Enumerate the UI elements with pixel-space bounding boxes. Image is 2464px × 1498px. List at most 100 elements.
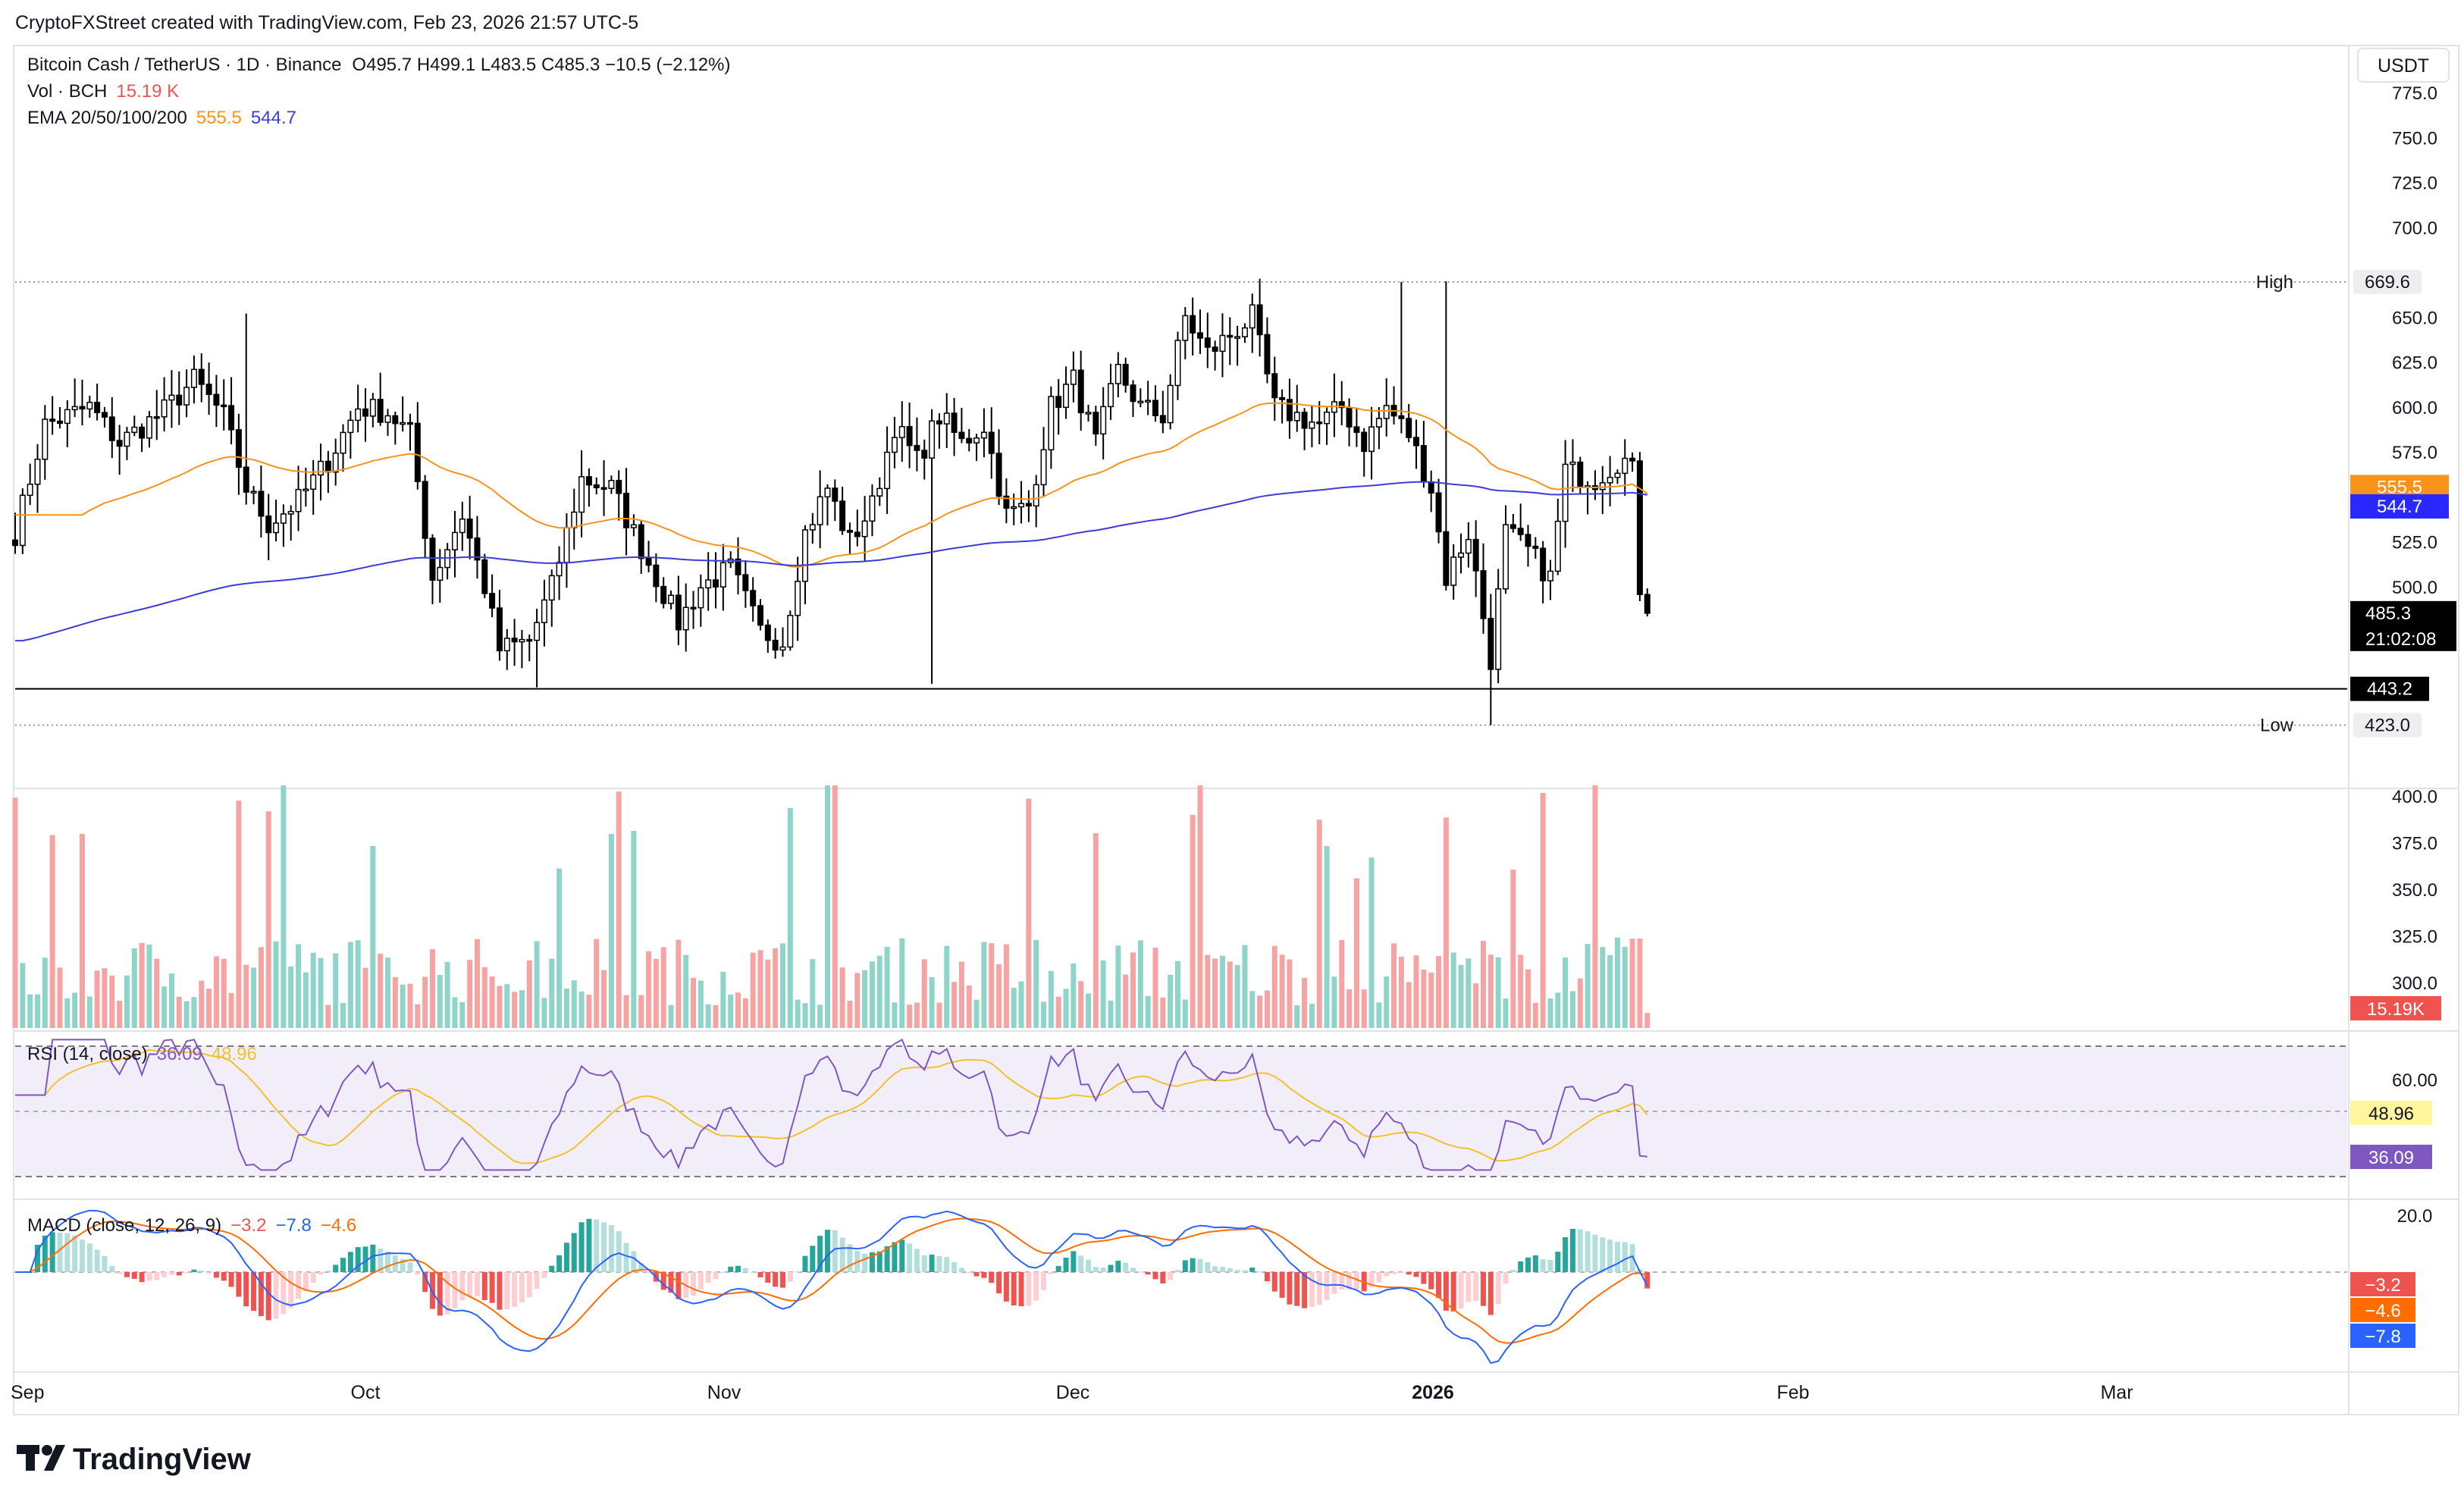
candle <box>1040 426 1047 496</box>
candle <box>1264 317 1271 384</box>
volume-bar <box>526 961 532 1028</box>
candle <box>176 371 183 425</box>
macd-hist-bar <box>646 1272 652 1273</box>
macd-hist-bar <box>1421 1272 1427 1284</box>
candle <box>1525 525 1531 567</box>
macd-hist-bar <box>1205 1262 1211 1272</box>
time-label-nov: Nov <box>707 1382 741 1403</box>
candle <box>519 629 525 669</box>
candle-body <box>1324 411 1331 425</box>
price-tick: 625.0 <box>2392 353 2437 374</box>
volume-bar <box>936 1002 942 1028</box>
candle-body <box>943 412 950 425</box>
candle <box>1599 465 1606 515</box>
volume-bar <box>795 999 801 1028</box>
candle <box>608 475 615 494</box>
macd-hist-bar <box>1063 1257 1069 1272</box>
volume-bar <box>1174 961 1180 1028</box>
candle-body <box>1293 412 1300 422</box>
macd-hist-bar <box>64 1233 71 1272</box>
macd-hist-bar <box>57 1233 63 1272</box>
candle-body <box>474 537 481 561</box>
volume-bar <box>146 944 152 1028</box>
candle-body <box>623 493 630 528</box>
volume-bar <box>1160 997 1166 1028</box>
candle-body <box>1227 334 1234 338</box>
candle-body <box>854 531 861 537</box>
candle <box>1204 312 1211 368</box>
candle <box>258 465 265 538</box>
candle <box>585 468 592 507</box>
candle <box>914 417 920 472</box>
macd-hist-bar <box>1092 1267 1099 1272</box>
candle <box>108 396 115 459</box>
candle <box>1234 325 1241 366</box>
macd-hist-bar <box>623 1243 629 1272</box>
logo-mark-dot <box>42 1445 52 1456</box>
volume-bar <box>660 947 666 1028</box>
volume-bar <box>370 845 376 1028</box>
volume-bar <box>288 966 294 1028</box>
candle <box>303 467 309 507</box>
macd-hist-bar <box>355 1247 361 1272</box>
candle-body <box>1346 406 1353 428</box>
candle-body <box>42 418 49 460</box>
candle <box>854 509 861 547</box>
candle-body <box>384 415 391 423</box>
time-label-feb: Feb <box>1776 1382 1809 1403</box>
volume-bar <box>94 970 100 1028</box>
candle <box>1167 374 1174 430</box>
macd-hist-bar <box>1391 1272 1397 1274</box>
candle <box>727 551 734 569</box>
volume-bar <box>1607 954 1613 1028</box>
volume-bar <box>691 977 697 1028</box>
macd-hist-bar <box>243 1272 249 1307</box>
volume-bar <box>1368 857 1375 1028</box>
candle <box>1241 323 1248 343</box>
candle <box>1472 520 1479 597</box>
candle <box>653 553 660 603</box>
macd-hist-bar <box>362 1246 368 1272</box>
volume-bar <box>869 961 875 1028</box>
candle-body <box>675 594 682 631</box>
candle <box>56 407 63 429</box>
candle-body <box>1100 406 1107 435</box>
volume-bar <box>921 959 927 1028</box>
candle-body <box>772 639 779 651</box>
volume-bar <box>750 952 756 1028</box>
volume-bar <box>318 957 324 1028</box>
macd-hist-bar <box>1585 1231 1591 1272</box>
macd-hist-bar <box>1086 1259 1092 1272</box>
tradingview-logo[interactable]: TradingView <box>17 1443 252 1476</box>
candle <box>205 362 212 415</box>
macd-hist-bar <box>578 1222 585 1272</box>
candle <box>1458 533 1465 574</box>
volume-bar <box>683 954 689 1028</box>
currency-button[interactable] <box>2357 48 2450 83</box>
macd-hist-bar <box>1197 1258 1203 1272</box>
volume-bar <box>1071 963 1077 1028</box>
candle-body <box>1130 384 1136 403</box>
volume-bar <box>228 992 234 1028</box>
volume-bar <box>608 834 614 1028</box>
volume-bar <box>1182 999 1188 1028</box>
candle-body <box>563 527 570 563</box>
candle-body <box>988 431 995 454</box>
volume-bar <box>1137 940 1143 1028</box>
candle <box>355 384 362 433</box>
volume-bar <box>422 976 428 1028</box>
macd-hist-bar <box>571 1233 577 1272</box>
macd-hist-bar <box>616 1231 622 1272</box>
macd-hist-bar <box>1287 1272 1293 1305</box>
candle-body <box>884 451 891 490</box>
macd-hist-bar <box>199 1270 205 1272</box>
macd-hist-bar <box>1540 1259 1546 1272</box>
macd-hist-bar <box>795 1271 801 1273</box>
candle <box>943 393 950 448</box>
volume-bar <box>183 1001 190 1028</box>
volume-bar <box>854 973 861 1028</box>
macd-hist-bar <box>1048 1272 1054 1274</box>
candle <box>1577 456 1584 494</box>
candle-body <box>973 437 980 443</box>
